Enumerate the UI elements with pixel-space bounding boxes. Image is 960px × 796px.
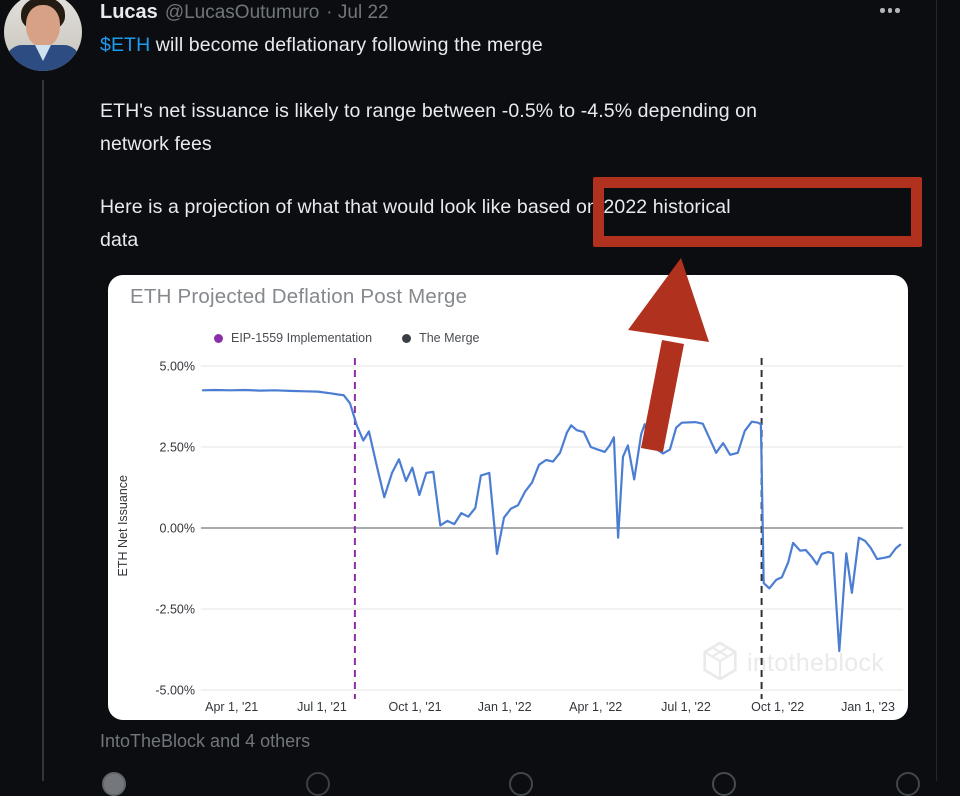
- thread-connector-line: [42, 80, 44, 781]
- svg-text:5.00%: 5.00%: [160, 360, 195, 374]
- tweet-text-paragraph-2: ETH's net issuance is likely to range be…: [100, 95, 932, 161]
- views-icon[interactable]: [712, 772, 736, 796]
- cashtag-link[interactable]: $ETH: [100, 34, 151, 56]
- author-handle[interactable]: @LucasOutumuro: [164, 2, 320, 23]
- share-icon[interactable]: [896, 772, 920, 796]
- watermark-text: intotheblock: [747, 649, 885, 677]
- svg-text:Jul 1, '22: Jul 1, '22: [661, 700, 711, 714]
- svg-text:Jul 1, '21: Jul 1, '21: [297, 700, 347, 714]
- avatar[interactable]: [4, 0, 82, 71]
- chart-legend: EIP-1559 Implementation The Merge: [214, 331, 480, 345]
- tagged-users[interactable]: IntoTheBlock and 4 others: [100, 731, 311, 751]
- svg-text:Oct 1, '22: Oct 1, '22: [751, 700, 804, 714]
- svg-text:0.00%: 0.00%: [160, 522, 195, 536]
- retweet-icon[interactable]: [306, 772, 330, 796]
- author-name[interactable]: Lucas: [100, 1, 158, 23]
- tweet-text-paragraph-3: Here is a projection of what that would …: [100, 191, 932, 257]
- svg-text:Jan 1, '23: Jan 1, '23: [841, 700, 895, 714]
- reply-icon[interactable]: [102, 772, 126, 796]
- tweet-image-chart[interactable]: ETH Projected Deflation Post Merge EIP-1…: [108, 275, 908, 720]
- intotheblock-hexagon-icon: [702, 641, 738, 686]
- avatar-face-shape: [26, 5, 60, 47]
- tweet-text: will become deflationary following the m…: [150, 34, 543, 56]
- tweet-text: data: [100, 229, 139, 251]
- tweet-text-paragraph-1: $ETH will become deflationary following …: [100, 29, 932, 62]
- line-chart: 5.00% 2.50% 0.00% -2.50% -5.00% Apr 1, '21 Jul…: [155, 358, 903, 714]
- svg-text:Jan 1, '22: Jan 1, '22: [478, 700, 532, 714]
- svg-text:-5.00%: -5.00%: [155, 684, 195, 698]
- legend-item: EIP-1559 Implementation: [214, 331, 372, 345]
- tweet-text: Here is a projection of what that would …: [100, 196, 731, 218]
- svg-text:2.50%: 2.50%: [160, 441, 195, 455]
- legend-marker-dot: [402, 333, 412, 343]
- intotheblock-watermark: intotheblock: [702, 641, 884, 686]
- legend-item: The Merge: [402, 331, 480, 345]
- like-icon[interactable]: [509, 772, 533, 796]
- svg-text:Apr 1, '21: Apr 1, '21: [205, 700, 258, 714]
- svg-text:-2.50%: -2.50%: [155, 603, 195, 617]
- svg-text:Apr 1, '22: Apr 1, '22: [569, 700, 622, 714]
- legend-marker-dot: [214, 333, 223, 343]
- svg-text:Oct 1, '21: Oct 1, '21: [389, 700, 442, 714]
- legend-label: The Merge: [419, 331, 480, 345]
- chart-title: ETH Projected Deflation Post Merge: [130, 285, 468, 308]
- tweet-text: network fees: [100, 133, 212, 155]
- timeline-right-border: [936, 0, 937, 781]
- more-options-icon[interactable]: [876, 4, 904, 17]
- tweet-header: Lucas @LucasOutumuro · Jul 22: [100, 1, 389, 24]
- tweet-date[interactable]: · Jul 22: [326, 2, 389, 23]
- legend-label: EIP-1559 Implementation: [231, 331, 373, 345]
- tweet-text: ETH's net issuance is likely to range be…: [100, 100, 758, 122]
